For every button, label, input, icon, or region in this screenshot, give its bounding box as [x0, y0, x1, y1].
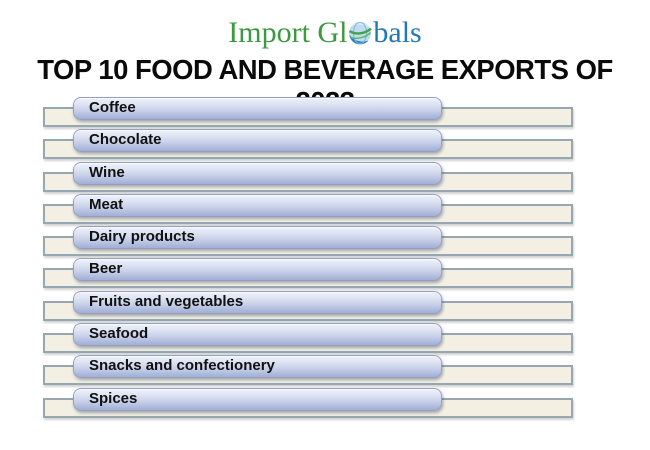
bar-label: Chocolate	[89, 131, 162, 149]
bar-row-wine: Wine	[0, 161, 650, 193]
logo: Import Gl bals	[0, 16, 650, 50]
bar: Seafood	[73, 323, 442, 347]
bar: Coffee	[73, 97, 442, 120]
bar-row-dairy-products: Dairy products	[0, 225, 650, 257]
bar: Wine	[73, 161, 442, 185]
bar: Beer	[73, 258, 442, 282]
bar-label: Meat	[89, 195, 124, 213]
bar-row-meat: Meat	[0, 193, 650, 225]
bar-row-coffee: Coffee	[0, 96, 650, 128]
bar-label: Seafood	[89, 325, 149, 343]
bar-label: Dairy products	[89, 228, 195, 246]
bar: Chocolate	[73, 129, 442, 153]
bar-row-snacks-and-confectionery: Snacks and confectionery	[0, 354, 650, 386]
bar-row-chocolate: Chocolate	[0, 128, 650, 160]
bar-label: Snacks and confectionery	[89, 357, 275, 375]
bar-row-spices: Spices	[0, 387, 650, 419]
bar-row-seafood: Seafood	[0, 322, 650, 354]
globe-icon	[348, 19, 373, 45]
logo-text-bals: bals	[373, 16, 422, 49]
bar-label: Fruits and vegetables	[89, 292, 244, 310]
bar-label: Coffee	[89, 99, 136, 116]
bar-row-beer: Beer	[0, 257, 650, 289]
logo-text-import-gl: Import Gl	[228, 16, 348, 49]
bar-label: Spices	[89, 389, 138, 407]
bar: Snacks and confectionery	[73, 355, 442, 379]
bar-label: Wine	[89, 163, 125, 181]
bar: Spices	[73, 387, 442, 411]
bar: Dairy products	[73, 226, 442, 250]
bar-label: Beer	[89, 260, 123, 278]
bar-chart: Coffee Chocolate Wine Meat Dairy product…	[0, 96, 650, 419]
bar-row-fruits-and-vegetables: Fruits and vegetables	[0, 290, 650, 322]
bar: Fruits and vegetables	[73, 290, 442, 314]
bar: Meat	[73, 193, 442, 217]
